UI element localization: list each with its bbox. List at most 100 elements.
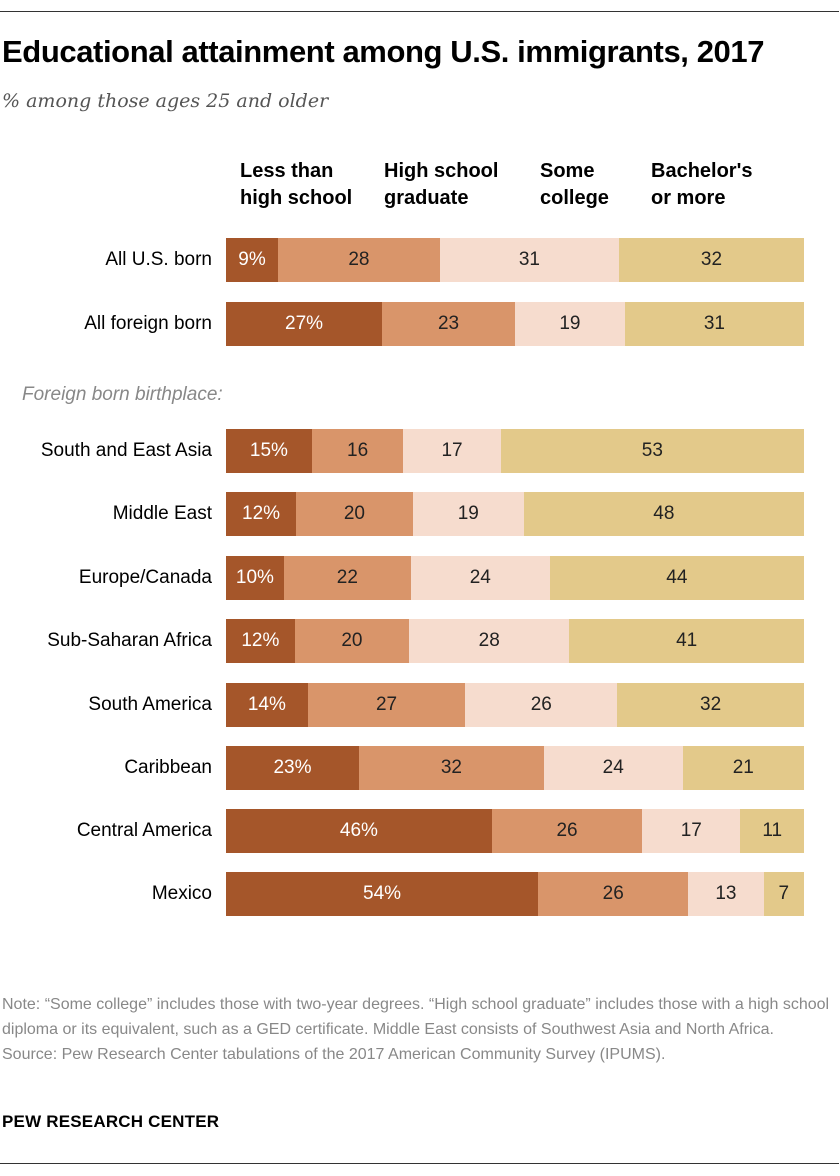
legend-high-school-graduate: High school graduate	[384, 158, 498, 212]
bar-segment: 26	[538, 872, 689, 916]
bar-segment: 28	[409, 619, 570, 663]
legend-some-college: Some college	[540, 158, 609, 212]
note-text: Note: “Some college” includes those with…	[2, 996, 830, 1038]
source-text: Source: Pew Research Center tabulations …	[2, 1046, 666, 1063]
bar-segment: 24	[410, 556, 550, 600]
row-label: Sub-Saharan Africa	[47, 630, 212, 651]
row-label: All U.S. born	[105, 249, 212, 270]
bar-segment: 48	[523, 492, 804, 536]
data-label: 54%	[363, 883, 402, 904]
bar-segment: 54%	[226, 872, 539, 916]
data-label: 10%	[235, 567, 274, 588]
legend-line: High school	[384, 160, 499, 182]
bar-segment: 11	[740, 809, 804, 853]
brand-logo-text: PEW RESEARCH CENTER	[2, 1112, 220, 1131]
bar-segment: 27	[307, 683, 466, 727]
data-label: 48	[653, 503, 675, 524]
data-label: 12%	[242, 503, 281, 524]
data-label: 21	[732, 757, 754, 778]
bar-segment: 22	[283, 556, 411, 600]
legend-less-than-high-school: Less than high school	[240, 158, 352, 212]
data-label: 32	[700, 694, 722, 715]
legend-line: Some	[540, 160, 595, 182]
bar-segment: 26	[491, 809, 643, 853]
bar-segment: 26	[465, 683, 618, 727]
data-label: 24	[469, 567, 491, 588]
bar-segment: 23%	[226, 746, 359, 790]
row-label: Mexico	[151, 883, 212, 904]
legend-line: college	[540, 187, 609, 209]
bar-row: 46% 26 17 11	[226, 809, 804, 853]
bar-row: 10% 22 24 44	[226, 556, 804, 600]
legend-line: Bachelor's	[651, 160, 753, 182]
data-label: 32	[440, 757, 462, 778]
bar-segment: 31	[439, 238, 620, 282]
legend-line: high school	[240, 187, 353, 209]
bar-segment: 21	[682, 746, 804, 790]
top-rule	[0, 11, 839, 12]
data-label: 28	[348, 249, 370, 270]
data-label: 20	[343, 503, 365, 524]
bar-segment: 41	[569, 619, 804, 663]
data-label: 53	[641, 440, 663, 461]
data-label: 26	[602, 883, 624, 904]
data-label: 31	[703, 313, 725, 334]
data-label: 19	[457, 503, 479, 524]
data-label: 31	[518, 249, 540, 270]
bar-segment: 20	[294, 619, 410, 663]
section-label: Foreign born birthplace:	[22, 384, 223, 405]
legend-bachelors-or-more: Bachelor's or more	[651, 158, 752, 212]
row-label: All foreign born	[84, 313, 212, 334]
row-label: South America	[88, 694, 212, 715]
bar-segment: 32	[619, 238, 804, 282]
data-label: 26	[530, 694, 552, 715]
data-label: 32	[700, 249, 723, 270]
data-label: 27	[375, 694, 398, 715]
bar-segment: 7	[763, 872, 804, 916]
data-label: 41	[676, 630, 698, 651]
bar-row: 15% 16 17 53	[226, 429, 804, 473]
bar-segment: 46%	[226, 809, 492, 853]
data-label: 14%	[247, 694, 286, 715]
data-label: 13	[715, 883, 737, 904]
data-label: 23	[437, 313, 460, 334]
bar-segment: 19	[514, 302, 625, 346]
bar-row: 54% 26 13 7	[226, 872, 804, 916]
data-label: 20	[341, 630, 363, 651]
data-label: 7	[778, 883, 790, 904]
legend-line: Less than	[240, 160, 334, 182]
data-label: 23%	[273, 757, 312, 778]
bar-segment: 19	[412, 492, 524, 536]
chart-title: Educational attainment among U.S. immigr…	[2, 34, 765, 69]
bar-segment: 16	[311, 429, 404, 473]
bar-segment: 10%	[226, 556, 284, 600]
row-label: Caribbean	[124, 757, 212, 778]
footnote: Note: “Some college” includes those with…	[2, 992, 832, 1067]
bar-row: 12% 20 28 41	[226, 619, 804, 663]
data-label: 26	[556, 820, 578, 841]
bar-segment: 12%	[226, 492, 297, 536]
bar-row: 9% 28 31 32	[226, 238, 804, 282]
bar-segment: 15%	[226, 429, 312, 473]
bar-segment: 27%	[226, 302, 383, 346]
chart-subtitle: % among those ages 25 and older	[2, 90, 329, 112]
bar-row: 14% 27 26 32	[226, 683, 804, 727]
bar-segment: 14%	[226, 683, 308, 727]
bar-segment: 12%	[226, 619, 295, 663]
bar-segment: 31	[624, 302, 804, 346]
bar-segment: 9%	[226, 238, 279, 282]
legend-line: or more	[651, 187, 726, 209]
data-label: 22	[336, 567, 358, 588]
data-label: 24	[602, 757, 624, 778]
bar-segment: 24	[543, 746, 683, 790]
data-label: 46%	[339, 820, 378, 841]
legend-line: graduate	[384, 187, 469, 209]
bar-segment: 32	[617, 683, 804, 727]
row-label: Europe/Canada	[78, 567, 212, 588]
data-label: 27%	[285, 313, 324, 334]
data-label: 17	[441, 440, 463, 461]
data-label: 44	[666, 567, 688, 588]
bar-row: 27% 23 19 31	[226, 302, 804, 346]
bar-segment: 32	[358, 746, 544, 790]
data-label: 9%	[238, 249, 266, 270]
